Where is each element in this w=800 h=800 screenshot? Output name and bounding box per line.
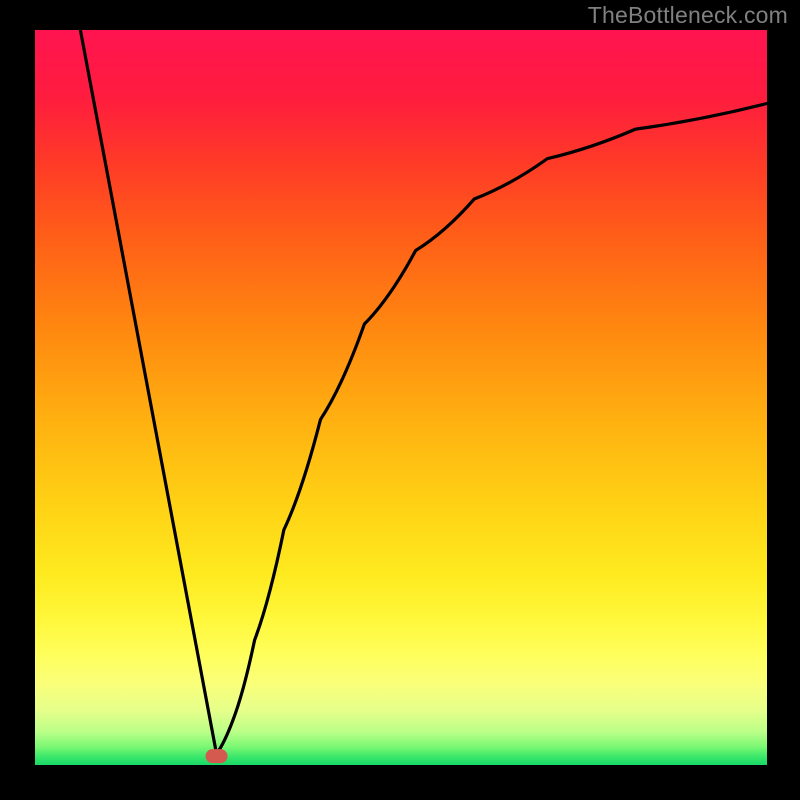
watermark-text: TheBottleneck.com (588, 2, 788, 29)
bottleneck-chart-svg (0, 0, 800, 800)
plot-gradient-area (35, 30, 767, 765)
chart-frame: TheBottleneck.com (0, 0, 800, 800)
optimal-point-marker (206, 749, 228, 763)
